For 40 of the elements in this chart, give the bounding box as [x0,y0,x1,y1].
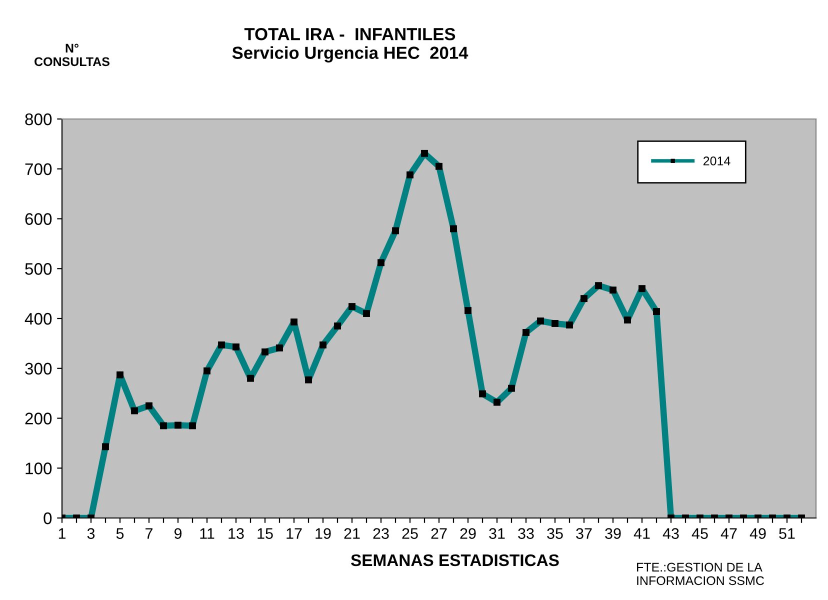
x-tick-label: 9 [174,528,182,539]
legend-label: 2014 [703,156,730,166]
x-tick-label: 29 [460,528,476,539]
x-tick-label: 41 [634,528,650,539]
y-axis-title: N° CONSULTAS [34,44,110,66]
y-tick-label: 0 [44,512,52,524]
x-tick-label: 13 [228,528,244,539]
y-tick-label: 300 [25,362,52,375]
y-tick-label: 700 [25,163,52,176]
x-tick-label: 23 [373,528,389,539]
x-tick-label: 19 [316,528,331,539]
x-tick-label: 45 [692,528,708,539]
x-tick-label: 15 [258,528,273,539]
y-tick-label: 500 [25,263,52,275]
x-tick-label: 33 [518,528,534,539]
y-tick-label: 600 [25,213,52,225]
x-tick-label: 25 [402,528,418,539]
x-tick-label: 11 [200,528,214,539]
x-tick-label: 1 [58,528,66,539]
x-tick-label: 27 [431,528,447,539]
text: FTE.:GESTION DE LA INFORMACION SSMC [637,562,764,586]
x-tick-label: 43 [662,528,679,539]
x-tick-label: 31 [489,528,505,539]
x-tick-label: 51 [779,528,795,539]
x-tick-label: 35 [547,528,563,539]
y-tick-label: 200 [25,412,52,424]
x-tick-label: 17 [286,528,302,539]
x-tick-label: 21 [344,528,360,539]
x-tick-label: 37 [576,528,592,539]
chart-title: TOTAL IRA - INFANTILES Servicio Urgencia HEC 2014 [232,28,468,62]
x-tick-label: 49 [750,528,766,539]
x-tick-label: 5 [116,528,124,539]
y-tick-label: 400 [24,312,52,325]
y-tick-label: 100 [26,462,52,474]
x-tick-label: 3 [87,528,95,539]
y-tick-label: 800 [25,113,52,126]
x-tick-label: 39 [605,528,621,539]
x-tick-label: 7 [146,528,152,539]
x-axis-title: SEMANAS ESTADISTICAS [350,554,559,566]
x-tick-label: 47 [720,528,737,539]
